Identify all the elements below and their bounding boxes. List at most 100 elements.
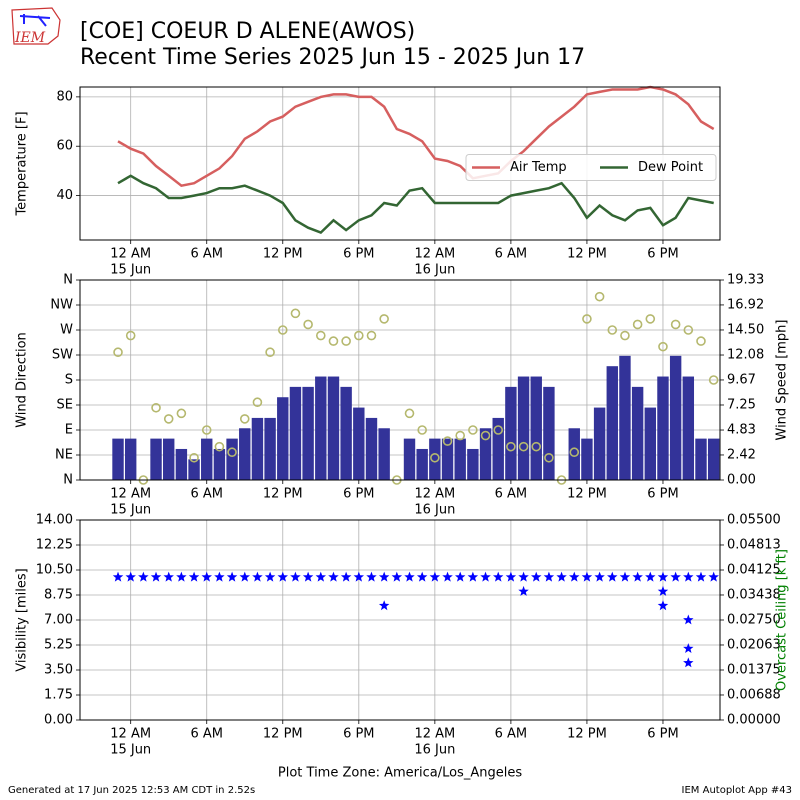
wind-speed-bar [213, 448, 226, 480]
wind-direction-point [201, 425, 212, 435]
wind-direction-point [455, 430, 465, 441]
wind-direction-point [683, 325, 694, 335]
visibility-point [150, 571, 162, 582]
title: [COE] COEUR D ALENE(AWOS) [80, 19, 415, 44]
wind-speed-bar [251, 417, 264, 480]
x-tick-sublabel: 15 Jun [110, 743, 151, 758]
wind-speed-bar [163, 438, 175, 480]
wind-speed-bar [416, 448, 428, 480]
visibility-point [657, 571, 669, 582]
series-line [117, 85, 715, 188]
visibility-point [277, 571, 288, 582]
visibility-point [467, 571, 479, 582]
wind-speed-bar [606, 366, 618, 480]
series-line [117, 174, 714, 235]
wind-speed-bar [226, 438, 238, 480]
logo-text: IEM [14, 30, 46, 46]
wind-direction-point [290, 308, 301, 319]
visibility-point [531, 571, 542, 582]
y-axis-label: Wind Direction [15, 332, 30, 428]
footer-right: IEM Autoplot App #43 [682, 785, 792, 796]
visibility-point [493, 571, 504, 582]
visibility-point [708, 571, 719, 582]
visibility-point [214, 571, 225, 582]
wind-speed-bar [644, 407, 656, 480]
y-tick-label: 10.50 [36, 563, 73, 578]
wind-direction-point [328, 336, 339, 346]
x-tick-label: 6 PM [343, 727, 374, 742]
wind-direction-point [544, 452, 554, 463]
wind-direction-point [607, 325, 618, 335]
wind-direction-point [125, 330, 136, 341]
x-tick-label: 12 PM [263, 247, 303, 262]
y-axis-label: Temperature [F] [15, 111, 30, 216]
y-tick-label: E [65, 423, 73, 438]
visibility-point [683, 643, 694, 653]
y-tick-label: 14.00 [36, 513, 73, 528]
y2-tick-label: 14.50 [727, 322, 764, 337]
y2-tick-label: 0.00688 [727, 687, 781, 702]
x-tick-label: 6 AM [495, 727, 528, 742]
wind-speed-bar [479, 428, 492, 480]
wind-speed-bar [593, 407, 606, 480]
y-tick-label: 7.00 [44, 613, 73, 628]
y-tick-label: 1.75 [44, 688, 73, 703]
y2-tick-label: 0.04813 [727, 537, 781, 552]
visibility-point [607, 571, 618, 582]
wind-speed-bar [201, 438, 213, 480]
visibility-point [302, 571, 314, 582]
wind-direction-point [315, 330, 326, 341]
plot-frame [79, 519, 721, 721]
wind-direction-point [404, 408, 415, 419]
y2-tick-label: 19.33 [727, 273, 764, 288]
visibility-point [252, 571, 263, 582]
y-tick-label: 60 [56, 139, 73, 154]
x-tick-label: 6 AM [190, 727, 223, 742]
y2-tick-label: 0.02063 [727, 637, 781, 652]
y2-tick-label: 0.00000 [727, 713, 781, 728]
wind-speed-bar [492, 417, 504, 480]
wind-direction-point [151, 402, 161, 413]
legend-label: Air Temp [510, 160, 567, 175]
visibility-point [226, 571, 238, 582]
plot-frame [79, 86, 721, 241]
wind-speed-bar [441, 438, 454, 480]
visibility-point [695, 571, 707, 582]
wind-direction-point [189, 452, 199, 463]
x-tick-label: 12 PM [263, 727, 303, 742]
visibility-point [683, 657, 694, 668]
y-tick-label: N [63, 273, 73, 288]
wind-direction-point [480, 430, 491, 441]
y2-axis-label: Wind Speed [mph] [775, 320, 790, 441]
x-tick-sublabel: 15 Jun [110, 503, 151, 518]
y-axis-label: Visibility [miles] [15, 568, 30, 671]
y-tick-label: NW [50, 298, 73, 313]
wind-direction-point [658, 341, 668, 352]
y2-tick-label: 2.42 [727, 447, 756, 462]
wind-speed-bar [124, 438, 137, 480]
wind-direction-point [113, 347, 123, 358]
wind-speed-bar [631, 386, 644, 480]
visibility-point [632, 571, 643, 582]
wind-speed-bar [543, 386, 555, 480]
wind-speed-bar [669, 355, 682, 480]
y-tick-label: 0.00 [44, 713, 73, 728]
wind-direction-point [417, 425, 427, 435]
visibility-point [378, 600, 390, 611]
wind-speed-bar [150, 438, 162, 480]
wind-direction-point [303, 319, 313, 330]
y2-tick-label: 7.25 [727, 397, 756, 412]
visibility-point [569, 571, 580, 582]
wind-speed-bar [530, 376, 542, 480]
y-tick-label: 40 [56, 188, 73, 203]
x-tick-label: 6 AM [495, 487, 528, 502]
x-tick-label: 6 PM [647, 247, 678, 262]
visibility-point [290, 571, 301, 582]
wind-speed-bar [568, 428, 580, 480]
x-tick-label: 12 AM [110, 727, 151, 742]
wind-speed-bar [581, 438, 593, 480]
y2-tick-label: 4.83 [727, 423, 756, 438]
x-tick-label: 6 AM [495, 247, 528, 262]
wind-speed-bar [277, 397, 289, 480]
visibility-point [505, 571, 517, 582]
